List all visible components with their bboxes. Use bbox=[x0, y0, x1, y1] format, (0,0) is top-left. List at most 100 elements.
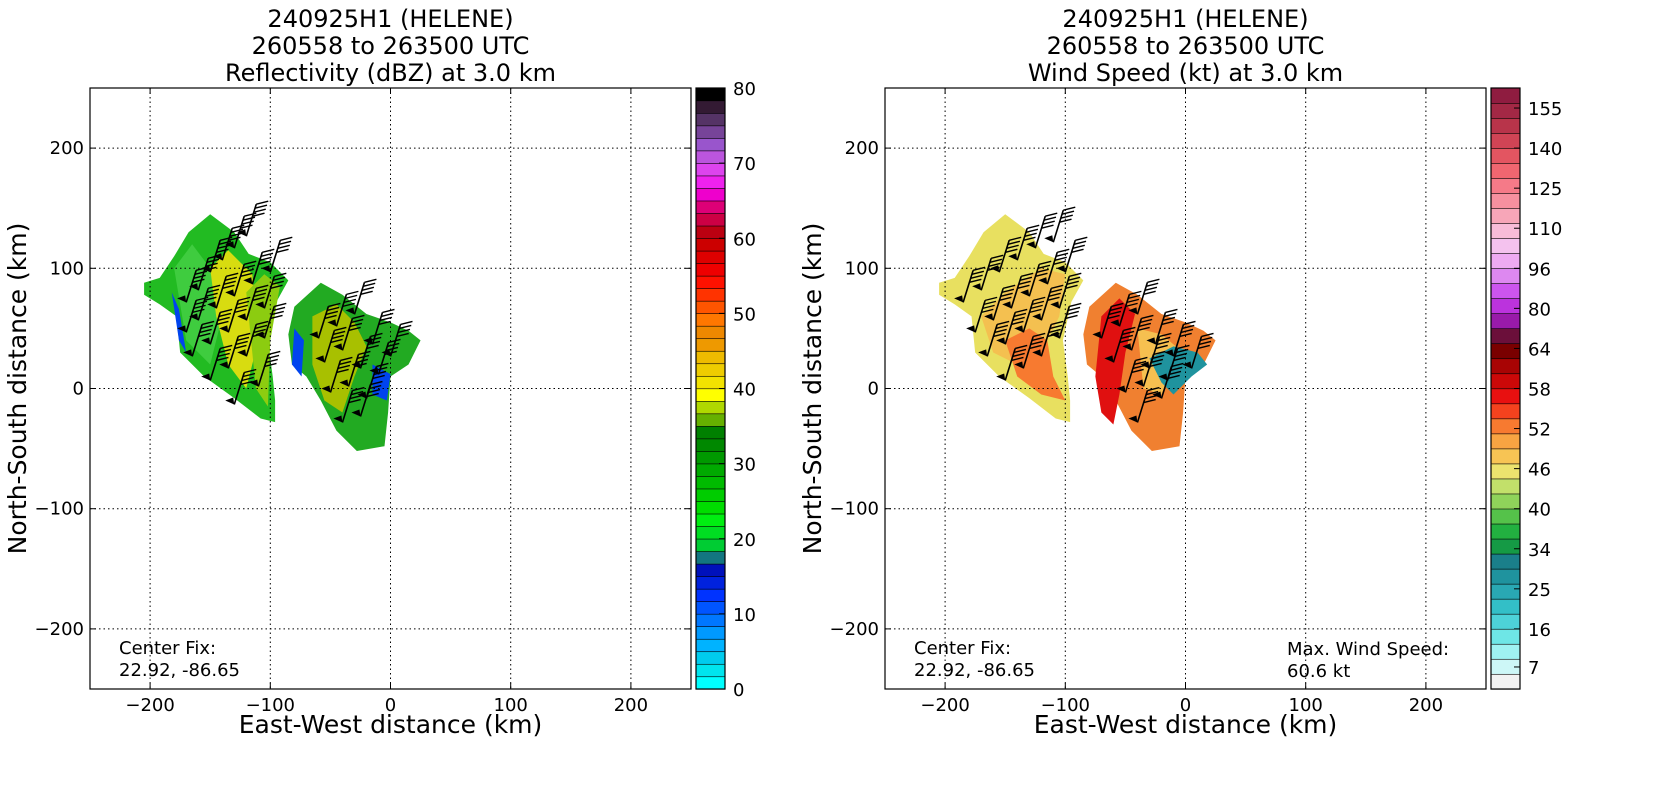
wind-barb bbox=[207, 272, 239, 309]
wind-barb bbox=[339, 350, 371, 387]
colorbar-segment bbox=[695, 525, 726, 540]
colorbar-segment bbox=[695, 187, 726, 202]
colorbar-tick-label: 10 bbox=[733, 605, 756, 626]
x-tick-label: 200 bbox=[614, 695, 648, 716]
x-axis-label: East-West distance (km) bbox=[1034, 710, 1338, 739]
colorbar-segment bbox=[1490, 643, 1521, 660]
chart-title-line: Wind Speed (kt) at 3.0 km bbox=[1028, 59, 1343, 87]
colorbar-segment bbox=[695, 638, 726, 653]
colorbar-segment bbox=[695, 325, 726, 340]
wind-barb bbox=[1050, 302, 1082, 339]
wind-barbs bbox=[954, 206, 1214, 423]
wind-barb bbox=[1044, 206, 1076, 243]
colorbar-tick-label: 80 bbox=[733, 79, 756, 100]
rainband-east-low-2 bbox=[291, 328, 304, 377]
colorbar-segment bbox=[695, 463, 726, 477]
wind-barb bbox=[996, 344, 1028, 381]
colorbar-tick-label: 80 bbox=[1528, 299, 1551, 320]
wind-barb bbox=[255, 302, 287, 339]
rainband-west-low bbox=[171, 292, 187, 353]
colorbar-segment bbox=[695, 388, 726, 402]
x-tick-label: 200 bbox=[1409, 695, 1443, 716]
wind-barb bbox=[237, 284, 269, 321]
center-fix-annotation: 22.92, -86.65 bbox=[119, 660, 240, 681]
chart-title-line: 240925H1 (HELENE) bbox=[267, 5, 513, 33]
colorbar-segment bbox=[695, 137, 726, 152]
colorbar-segment bbox=[695, 125, 726, 139]
colorbar-segment bbox=[695, 237, 726, 252]
colorbar-segment bbox=[695, 250, 726, 264]
center-fix-annotation: 22.92, -86.65 bbox=[914, 660, 1035, 681]
wind-barb bbox=[351, 332, 383, 369]
wind-barb bbox=[1014, 296, 1046, 333]
colorbar-segment bbox=[695, 150, 726, 164]
colorbar-segment bbox=[1490, 448, 1521, 465]
colorbar-segment bbox=[695, 300, 726, 314]
colorbar-segment bbox=[1490, 568, 1521, 585]
colorbar-segment bbox=[695, 175, 726, 189]
colorbar-segment bbox=[695, 338, 726, 352]
wind-barb bbox=[1182, 332, 1214, 369]
colorbar-segment bbox=[1490, 117, 1521, 134]
colorbar-segment bbox=[1490, 523, 1521, 540]
center-fix-annotation: Center Fix: bbox=[914, 638, 1011, 659]
colorbar-tick-label: 25 bbox=[1528, 580, 1551, 601]
colorbar-segment bbox=[1490, 433, 1521, 450]
x-tick-label: −100 bbox=[246, 695, 295, 716]
chart-title-line: 260558 to 263500 UTC bbox=[1047, 32, 1325, 60]
colorbar-segment bbox=[695, 413, 726, 427]
colorbar-segment bbox=[695, 500, 726, 515]
wind-barb bbox=[996, 308, 1028, 345]
wind-barb bbox=[1092, 302, 1124, 339]
x-tick-label: −200 bbox=[125, 695, 174, 716]
wind-barb bbox=[1140, 332, 1172, 369]
colorbar-segment bbox=[695, 450, 726, 465]
wind-barb bbox=[327, 290, 359, 327]
colorbar-segment bbox=[1490, 418, 1521, 435]
colorbar-tick-label: 30 bbox=[733, 455, 756, 476]
rainband-east-high bbox=[312, 304, 367, 413]
colorbar-tick-label: 155 bbox=[1528, 99, 1562, 120]
center-fix-annotation: Center Fix: bbox=[119, 638, 216, 659]
colorbar-segment bbox=[1490, 102, 1521, 119]
colorbar-segment bbox=[1490, 207, 1521, 224]
wind-barb bbox=[1020, 260, 1052, 297]
colorbar-segment bbox=[1490, 538, 1521, 555]
wind-barb bbox=[219, 332, 251, 369]
colorbar-segment bbox=[695, 563, 726, 577]
colorbar-segment bbox=[1490, 493, 1521, 510]
colorbar-segment bbox=[695, 475, 726, 490]
colorbar-segment bbox=[1490, 162, 1521, 179]
colorbar-segment bbox=[695, 601, 726, 615]
colorbar-segment bbox=[1490, 553, 1521, 570]
wind-barbs bbox=[177, 200, 413, 423]
y-tick-label: −100 bbox=[35, 499, 84, 520]
wind-barb bbox=[183, 320, 215, 357]
colorbar-tick-label: 7 bbox=[1528, 658, 1539, 679]
colorbar-tick-label: 70 bbox=[733, 154, 756, 175]
wind-barb bbox=[1122, 314, 1154, 351]
x-tick-label: −100 bbox=[1041, 695, 1090, 716]
colorbar-segment bbox=[1490, 598, 1521, 615]
wind-barb bbox=[255, 272, 287, 309]
wind-barb bbox=[1056, 236, 1088, 273]
colorbar-segment bbox=[1490, 147, 1521, 164]
colorbar-segment bbox=[1490, 313, 1521, 329]
wind-barb bbox=[237, 200, 269, 237]
y-tick-label: 0 bbox=[868, 379, 879, 400]
colorbar-tick-label: 0 bbox=[733, 680, 744, 701]
colorbar-segment bbox=[1490, 613, 1521, 630]
colorbar-segment bbox=[1490, 463, 1521, 480]
x-axis-label: East-West distance (km) bbox=[239, 710, 543, 739]
colorbar-segment bbox=[1490, 628, 1521, 645]
colorbar-segment bbox=[695, 212, 726, 227]
colorbar-segment bbox=[1490, 192, 1521, 209]
wind-barb bbox=[966, 296, 998, 333]
colorbar-segment bbox=[1490, 132, 1521, 149]
y-axis-label: North-South distance (km) bbox=[798, 223, 827, 555]
colorbar-segment bbox=[695, 513, 726, 527]
x-tick-label: 100 bbox=[1289, 695, 1323, 716]
colorbar-segment bbox=[1490, 298, 1521, 314]
colorbar: 7 16 25 34 40 46 52 58 64 80 96 110 125 140 155 bbox=[1490, 87, 1562, 690]
colorbar-segment bbox=[695, 262, 726, 277]
